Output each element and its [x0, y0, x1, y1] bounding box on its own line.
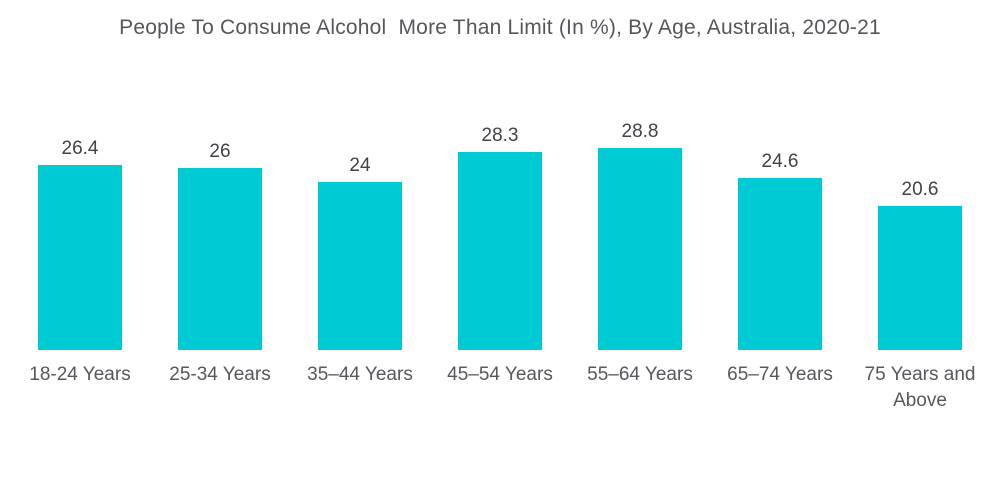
bar-stack: 28.3 — [458, 0, 542, 350]
bar-value-label: 28.3 — [481, 125, 519, 146]
category-label: 25-34 Years — [169, 364, 271, 385]
bar — [458, 152, 542, 350]
bar-value-label: 24.6 — [761, 151, 799, 172]
chart-column: 24.6 65–74 Years — [710, 0, 850, 413]
category-label: 55–64 Years — [587, 364, 693, 385]
bar-value-label: 26 — [209, 141, 231, 162]
bar-stack: 28.8 — [598, 0, 682, 350]
bar — [878, 206, 962, 350]
chart-columns: 26.4 18-24 Years 26 25-34 Years 24 35–44… — [10, 0, 990, 413]
category-label: 35–44 Years — [307, 364, 413, 385]
bar — [318, 182, 402, 350]
bar — [738, 178, 822, 350]
bar — [38, 165, 122, 350]
chart-column: 20.6 75 Years and Above — [850, 0, 990, 413]
bar-value-label: 20.6 — [901, 179, 939, 200]
chart-column: 24 35–44 Years — [290, 0, 430, 413]
chart-column: 26.4 18-24 Years — [10, 0, 150, 413]
bar-stack: 20.6 — [878, 0, 962, 350]
bar-value-label: 26.4 — [61, 138, 99, 159]
bar-stack: 24.6 — [738, 0, 822, 350]
bar — [598, 148, 682, 350]
bar-stack: 24 — [318, 0, 402, 350]
chart-column: 28.8 55–64 Years — [570, 0, 710, 413]
bar — [178, 168, 262, 350]
chart-column: 26 25-34 Years — [150, 0, 290, 413]
category-label: 65–74 Years — [727, 364, 833, 385]
bar-value-label: 24 — [349, 155, 371, 176]
category-label: 18-24 Years — [29, 364, 131, 385]
category-label: 45–54 Years — [447, 364, 553, 385]
chart-column: 28.3 45–54 Years — [430, 0, 570, 413]
category-label: 75 Years and Above — [864, 364, 976, 411]
bar-stack: 26.4 — [38, 0, 122, 350]
bar-stack: 26 — [178, 0, 262, 350]
bar-value-label: 28.8 — [621, 121, 659, 142]
chart-title: People To Consume Alcohol More Than Limi… — [119, 16, 881, 39]
